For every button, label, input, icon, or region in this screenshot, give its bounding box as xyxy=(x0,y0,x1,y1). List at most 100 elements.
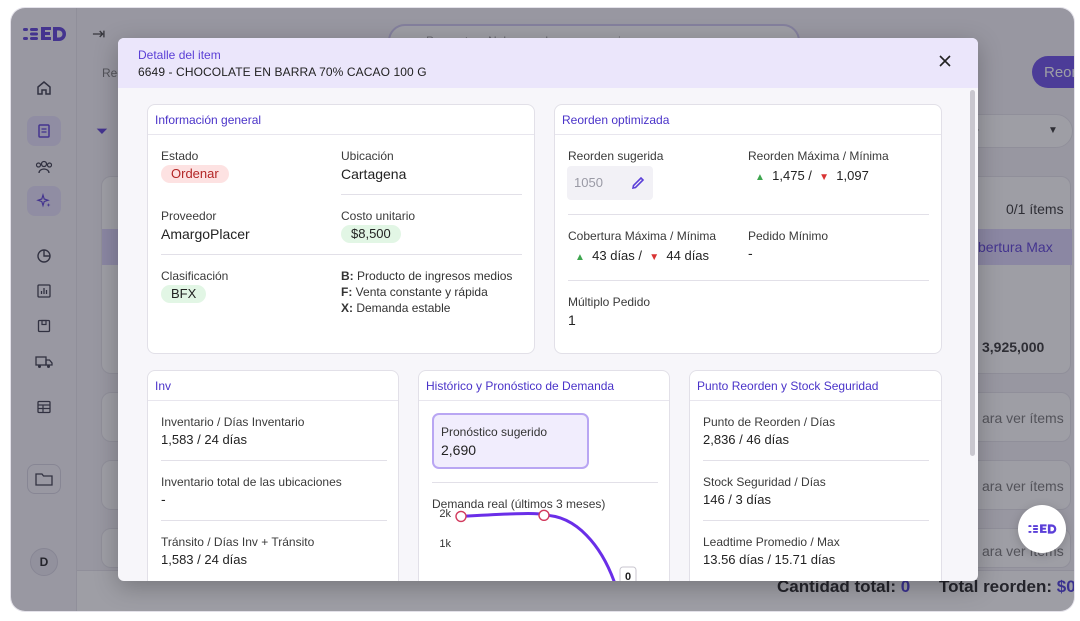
costo-label: Costo unitario xyxy=(341,209,416,223)
logo xyxy=(23,27,66,41)
inventario-label: Inventario / Días Inventario xyxy=(161,415,305,429)
transito-value: 1,583 / 24 días xyxy=(161,552,248,567)
arrow-down-icon: ▼ xyxy=(649,252,660,263)
divider xyxy=(568,280,929,281)
punto-reorden-value: 2,836 / 46 días xyxy=(703,432,790,447)
arrow-up-icon: ▲ xyxy=(755,172,765,183)
reorden-sugerida-input[interactable]: 1050 xyxy=(567,166,653,200)
divider xyxy=(161,254,522,255)
pronostico-label: Pronóstico sugerido xyxy=(441,425,548,439)
punto-reorden-label: Punto de Reorden / Días xyxy=(703,415,836,429)
multiplo-label: Múltiplo Pedido xyxy=(568,295,651,309)
divider xyxy=(703,520,929,521)
inventario-total-label: Inventario total de las ubicaciones xyxy=(161,475,342,489)
arrow-up-icon: ▲ xyxy=(575,252,585,263)
orders-icon[interactable] xyxy=(27,116,61,146)
costo-badge: $8,500 xyxy=(341,225,401,243)
avatar[interactable]: D xyxy=(30,548,58,576)
truck-icon[interactable] xyxy=(27,347,61,377)
reorden-sugerida-label: Reorden sugerida xyxy=(568,149,664,163)
edit-icon[interactable] xyxy=(630,175,646,191)
demanda-label: Demanda real (últimos 3 meses) xyxy=(432,497,606,511)
ubicacion-label: Ubicación xyxy=(341,149,394,163)
modal-subtitle: Detalle del item xyxy=(138,48,221,62)
collapse-sidebar-icon[interactable]: ⇥ xyxy=(92,26,106,43)
cantidad-value: 0 xyxy=(900,577,911,596)
transito-label: Tránsito / Días Inv + Tránsito xyxy=(161,535,315,549)
chevron-down-icon: ▼ xyxy=(1048,125,1058,136)
leadtime-value: 13.56 días / 15.71 días xyxy=(703,552,836,567)
modal-title: 6649 - CHOCOLATE EN BARRA 70% CACAO 100 … xyxy=(138,65,427,79)
class-f-line: F: Venta constante y rápida xyxy=(341,285,488,299)
y-tick-label: 2k xyxy=(439,509,451,520)
folder-icon[interactable] xyxy=(27,464,61,494)
reorden-maxmin-label: Reorden Máxima / Mínima xyxy=(748,149,889,163)
stock-seguridad-label: Stock Seguridad / Días xyxy=(703,475,826,489)
divider xyxy=(161,520,387,521)
bar-chart-icon[interactable] xyxy=(27,276,61,306)
items-count: 0/1 ítems xyxy=(1006,201,1064,217)
card-heading: Reorden optimizada xyxy=(555,105,941,135)
users-icon[interactable] xyxy=(27,152,61,182)
reorden-button-label: Reorden xyxy=(1044,63,1074,81)
series-line xyxy=(460,512,616,581)
data-label: 0 xyxy=(625,571,631,581)
inventario-total-value: - xyxy=(161,491,166,507)
filter-icon[interactable]: ⏷ xyxy=(96,123,109,140)
estado-label: Estado xyxy=(161,149,199,163)
punto-reorden-card: Punto Reorden y Stock Seguridad Punto de… xyxy=(689,370,942,581)
total-label: Total reorden: xyxy=(939,577,1053,596)
class-f-text: Venta constante y rápida xyxy=(355,285,488,299)
home-icon[interactable] xyxy=(27,73,61,103)
divider xyxy=(341,194,522,195)
cantidad-label: Cantidad total: xyxy=(777,577,896,596)
reorden-button[interactable]: Reorden ➢ xyxy=(1032,56,1074,88)
data-point xyxy=(538,509,550,522)
assistant-fab[interactable] xyxy=(1018,505,1066,553)
modal-header: Detalle del item 6649 - CHOCOLATE EN BAR… xyxy=(118,38,978,88)
inv-card: Inv Inventario / Días Inventario 1,583 /… xyxy=(147,370,399,581)
y-tick-label: 1k xyxy=(439,538,451,550)
total-value: $0 xyxy=(1056,577,1074,596)
class-b-text: Producto de ingresos medios xyxy=(357,269,513,283)
data-point xyxy=(455,510,467,523)
close-icon xyxy=(939,55,951,67)
reorden-maxmin-values: ▲ 1,475 / ▼ 1,097 xyxy=(755,168,869,183)
ver-items-hint: ara ver ítems xyxy=(982,410,1064,426)
status-badge: Ordenar xyxy=(161,165,229,183)
ver-items-hint: ara ver ítems xyxy=(982,478,1064,494)
pronostico-value: 2,690 xyxy=(441,442,477,458)
divider xyxy=(161,460,387,461)
inventario-value: 1,583 / 24 días xyxy=(161,432,248,447)
reorden-sugerida-value: 1050 xyxy=(574,175,603,190)
info-general-card: Información general Estado Ordenar Ubica… xyxy=(147,104,535,354)
demand-chart: 2k1k188619230 xyxy=(439,509,637,581)
leadtime-label: Leadtime Promedio / Max xyxy=(703,535,840,549)
close-button[interactable] xyxy=(934,50,956,72)
card-heading: Información general xyxy=(148,105,534,135)
class-b-key: B: xyxy=(341,269,354,283)
card-heading: Punto Reorden y Stock Seguridad xyxy=(690,371,941,401)
cobertura-header: bertura Max xyxy=(978,239,1053,255)
reorden-optimizada-card: Reorden optimizada Reorden sugerida 1050… xyxy=(554,104,942,354)
table-icon[interactable] xyxy=(27,392,61,422)
card-heading: Inv xyxy=(148,371,398,401)
scrollbar[interactable] xyxy=(970,90,975,456)
box-icon[interactable] xyxy=(27,311,61,341)
class-x-text: Demanda estable xyxy=(356,301,451,315)
cobertura-values: ▲ 43 días / ▼ 44 días xyxy=(575,248,709,263)
clasificacion-badge: BFX xyxy=(161,285,207,303)
divider xyxy=(432,482,658,483)
multiplo-value: 1 xyxy=(568,312,576,328)
clasificacion-label: Clasificación xyxy=(161,269,229,283)
reorden-min-value: 1,097 xyxy=(836,168,869,183)
item-detail-modal: Detalle del item 6649 - CHOCOLATE EN BAR… xyxy=(118,38,978,581)
pedido-minimo-value: - xyxy=(748,245,753,261)
ai-sparkle-icon[interactable] xyxy=(27,186,61,216)
amount-value: 3,925,000 xyxy=(982,339,1045,355)
cobertura-min-value: 44 días xyxy=(666,248,710,263)
sidebar: D xyxy=(11,8,77,611)
cantidad-total: Cantidad total: 0 xyxy=(777,577,910,597)
pedido-minimo-label: Pedido Mínimo xyxy=(748,229,829,243)
pie-chart-icon[interactable] xyxy=(27,241,61,271)
